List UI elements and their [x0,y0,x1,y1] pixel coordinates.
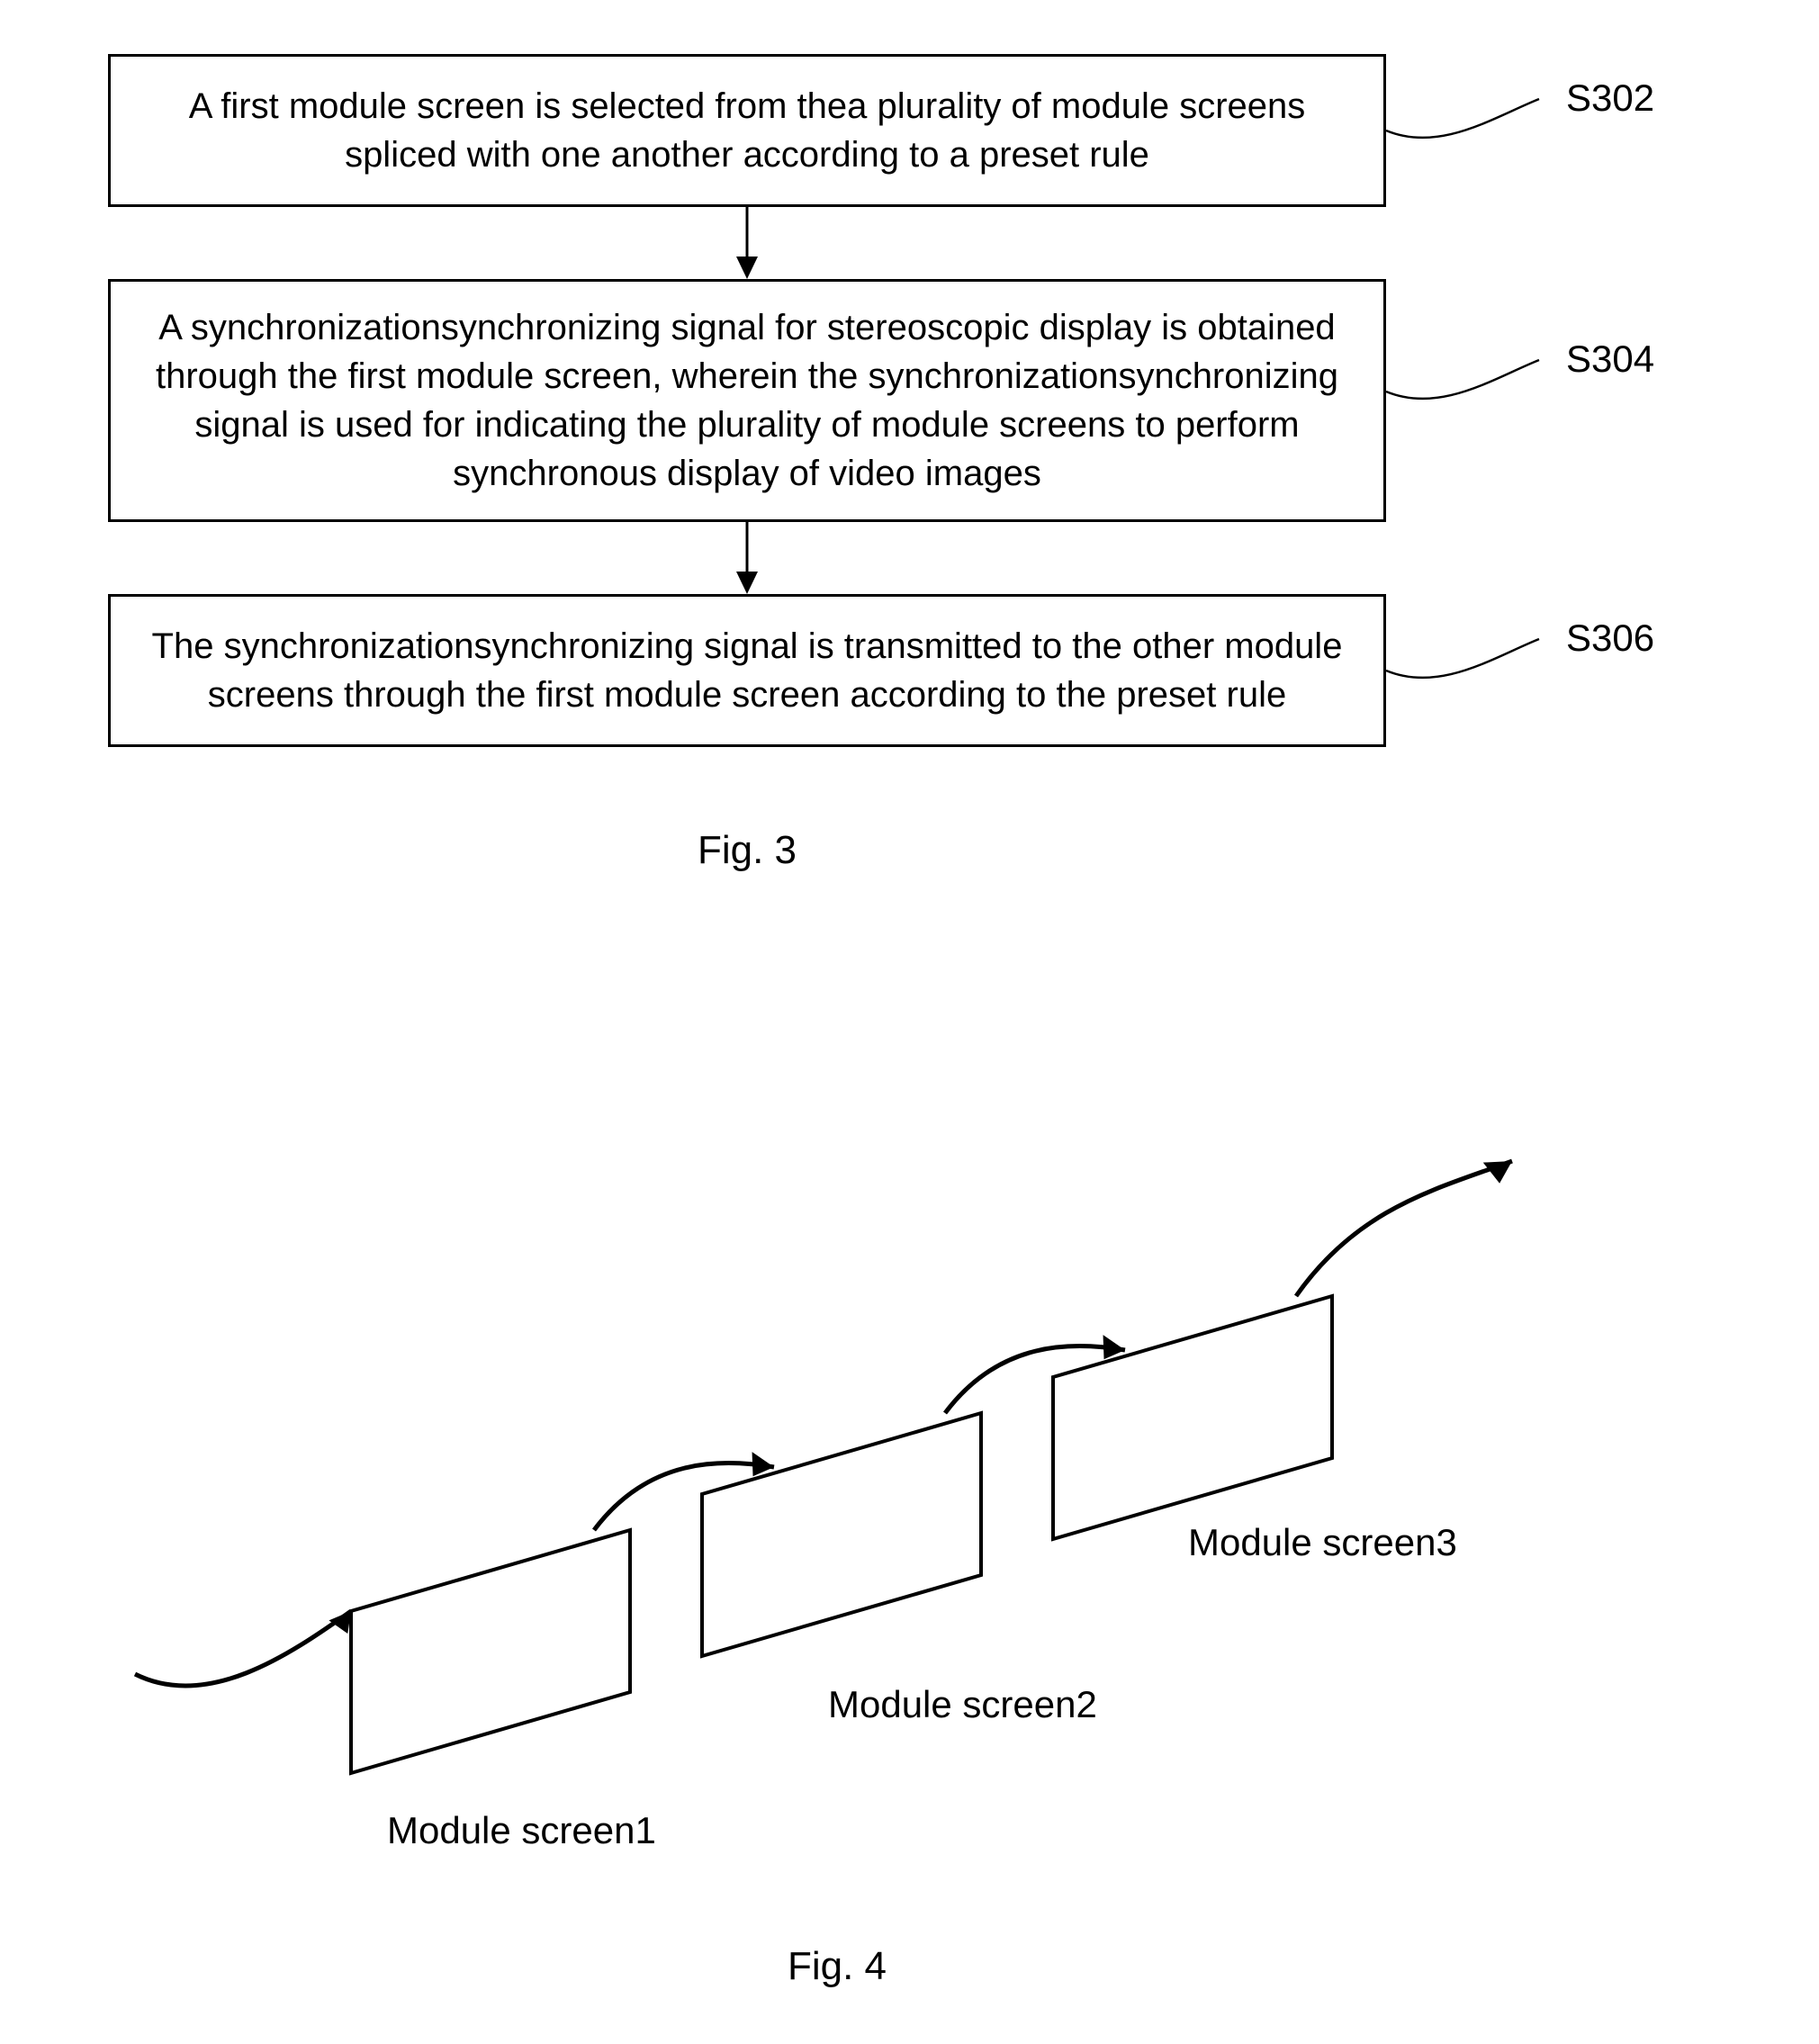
module-screen-1 [351,1530,630,1773]
flow-step-s306-text: The synchronizationsynchronizing signal … [147,622,1347,719]
step-label-s306: S306 [1566,617,1654,660]
module-screen-3 [1053,1296,1332,1539]
step-label-s304: S304 [1566,338,1654,381]
flow-step-s304: A synchronizationsynchronizing signal fo… [108,279,1386,522]
flow-step-s302-text: A first module screen is selected from t… [147,82,1347,179]
step-connector-s306 [1386,639,1548,711]
module-screen-2 [702,1413,981,1656]
flow-arrow-1 [729,207,765,279]
figure-4-caption: Fig. 4 [783,1944,891,1989]
flow-step-s306: The synchronizationsynchronizing signal … [108,594,1386,747]
step-label-s302: S302 [1566,77,1654,120]
flow-arrow-2 [729,522,765,594]
step-connector-s304 [1386,360,1548,432]
flow-step-s304-text: A synchronizationsynchronizing signal fo… [147,303,1347,498]
module-screen-3-label: Module screen3 [1188,1521,1457,1564]
module-screen-2-label: Module screen2 [828,1683,1097,1726]
step-connector-s302 [1386,99,1548,171]
flow-step-s302: A first module screen is selected from t… [108,54,1386,207]
figure-3-caption: Fig. 3 [693,828,801,873]
module-screen-1-label: Module screen1 [387,1809,656,1852]
